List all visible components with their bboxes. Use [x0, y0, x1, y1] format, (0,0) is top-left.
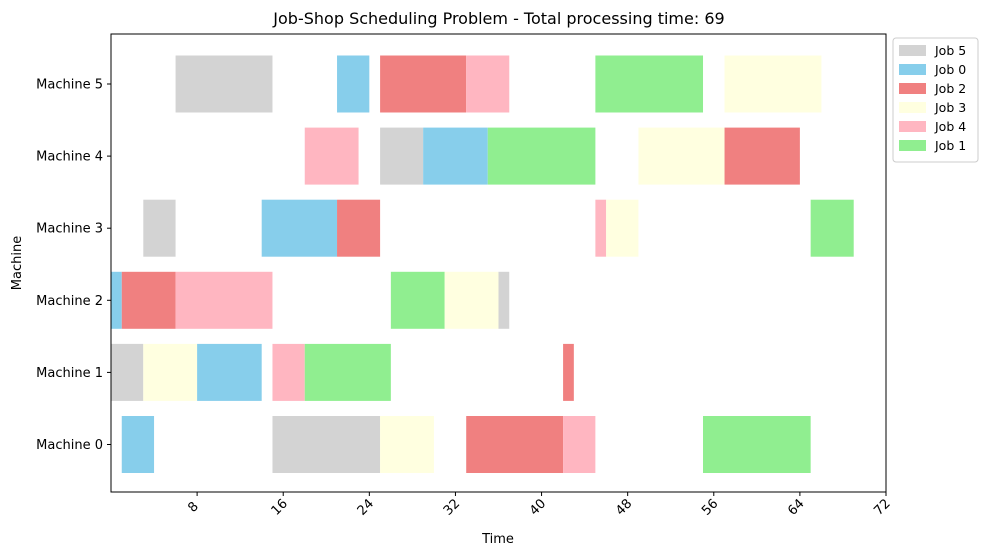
- legend-label-job-0: Job 0: [934, 62, 966, 77]
- y-tick-label: Machine 0: [36, 438, 103, 453]
- task-bar-job-3-machine-2: [444, 271, 499, 329]
- legend-label-job-3: Job 3: [934, 100, 966, 115]
- task-bar-job-1-machine-2: [390, 271, 445, 329]
- task-bar-job-0-machine-2: [111, 271, 122, 329]
- task-bar-job-2-machine-1: [563, 343, 574, 401]
- task-bar-job-2-machine-3: [337, 199, 381, 257]
- y-tick-label: Machine 3: [36, 222, 103, 237]
- legend-label-job-2: Job 2: [934, 81, 966, 96]
- legend: Job 5 Job 0 Job 2 Job 3 Job 4 Job 1: [892, 37, 979, 163]
- legend-swatch-job-2: [899, 83, 926, 94]
- task-bar-job-3-machine-3: [606, 199, 639, 257]
- task-bar-job-0-machine-1: [197, 343, 262, 401]
- legend-swatch-job-0: [899, 64, 926, 75]
- task-bar-job-5-machine-0: [272, 416, 381, 473]
- task-bar-job-5-machine-3: [143, 199, 176, 257]
- legend-label-job-4: Job 4: [934, 119, 966, 134]
- chart-title: Job-Shop Scheduling Problem - Total proc…: [272, 9, 724, 28]
- task-bar-job-1-machine-5: [595, 55, 704, 113]
- legend-swatch-job-5: [899, 45, 926, 56]
- x-tick-label: 56: [699, 496, 721, 518]
- task-bar-job-4-machine-1: [272, 343, 305, 401]
- y-tick-label: Machine 4: [36, 150, 103, 165]
- task-bar-job-0-machine-5: [337, 55, 370, 113]
- x-tick-label: 48: [613, 496, 635, 518]
- legend-swatch-job-1: [899, 140, 926, 151]
- task-bar-job-4-machine-5: [466, 55, 510, 113]
- task-bar-job-1-machine-0: [703, 416, 811, 473]
- task-bar-job-4-machine-2: [175, 271, 273, 329]
- x-tick-label: 40: [527, 496, 549, 518]
- task-bar-job-0-machine-4: [423, 127, 488, 185]
- x-tick-label: 72: [871, 496, 893, 518]
- task-bar-job-3-machine-4: [638, 127, 725, 185]
- task-bar-job-1-machine-4: [487, 127, 596, 185]
- y-tick-label: Machine 5: [36, 78, 103, 93]
- task-bar-job-4-machine-3: [595, 199, 607, 257]
- legend-swatch-job-3: [899, 102, 926, 113]
- y-tick-label: Machine 1: [36, 366, 103, 381]
- x-axis-ticks: 8 16 24 32 40 48 56 64 72: [185, 492, 894, 519]
- task-bar-job-5-machine-2: [498, 271, 510, 329]
- x-tick-label: 32: [441, 496, 463, 518]
- legend-label-job-5: Job 5: [934, 43, 966, 58]
- task-bar-job-2-machine-5: [380, 55, 467, 113]
- task-bar-job-3-machine-0: [380, 416, 434, 473]
- task-bar-job-5-machine-1: [111, 343, 144, 401]
- task-bar-job-1-machine-3: [810, 199, 854, 257]
- task-bar-job-2-machine-0: [466, 416, 564, 473]
- task-bar-job-4-machine-0: [563, 416, 596, 473]
- legend-label-job-1: Job 1: [934, 138, 966, 153]
- task-bar-job-0-machine-0: [121, 416, 155, 473]
- task-bars: [111, 55, 854, 473]
- task-bar-job-2-machine-4: [724, 127, 800, 185]
- task-bar-job-0-machine-3: [261, 199, 338, 257]
- x-tick-label: 16: [269, 496, 291, 518]
- x-tick-label: 64: [785, 496, 807, 518]
- task-bar-job-3-machine-5: [724, 55, 822, 113]
- plot-area-frame: [110, 33, 887, 493]
- x-axis-label: Time: [481, 532, 514, 547]
- task-bar-job-2-machine-2: [121, 271, 176, 329]
- x-tick-label: 8: [185, 499, 201, 515]
- task-bar-job-4-machine-4: [304, 127, 359, 185]
- y-axis-ticks: Machine 0 Machine 1 Machine 2 Machine 3 Mach…: [36, 78, 111, 453]
- legend-swatch-job-4: [899, 121, 926, 132]
- y-axis-label: Machine: [10, 236, 25, 290]
- task-bar-job-5-machine-5: [175, 55, 273, 113]
- task-bar-job-1-machine-1: [304, 343, 391, 401]
- x-tick-label: 24: [355, 496, 377, 518]
- y-tick-label: Machine 2: [36, 294, 103, 309]
- task-bar-job-5-machine-4: [380, 127, 424, 185]
- task-bar-job-3-machine-1: [143, 343, 198, 401]
